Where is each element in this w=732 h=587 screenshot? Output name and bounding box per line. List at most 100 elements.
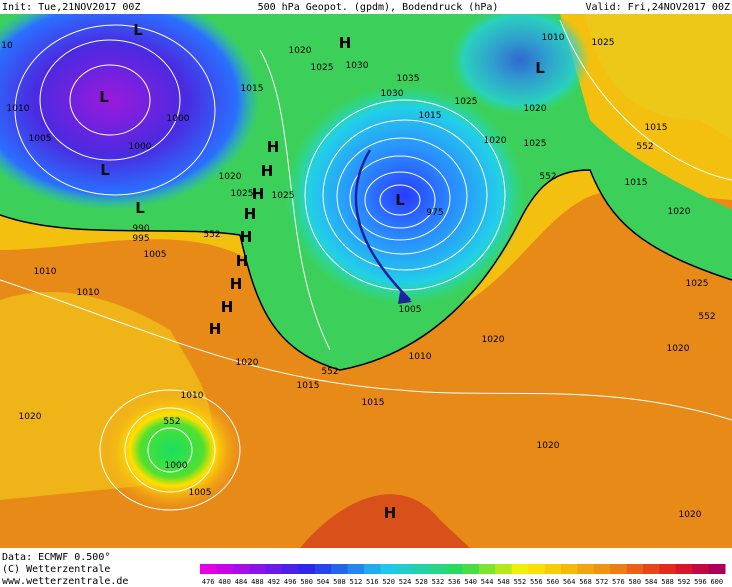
colorbar-label: 508 (333, 578, 346, 586)
pressure-center: L (535, 59, 545, 77)
colorbar-swatch (642, 564, 660, 574)
colorbar-swatch (331, 564, 349, 574)
isobar-label: 990 (132, 224, 149, 234)
isobar-label: 1020 (484, 136, 507, 146)
isobar-label: 1035 (397, 74, 420, 84)
colorbar-label: 588 (661, 578, 674, 586)
copyright: (C) Wetterzentrale (2, 564, 110, 575)
isobar-label: 1020 (667, 344, 690, 354)
isobar-label: 1005 (189, 488, 212, 498)
isobar-label: 1025 (524, 139, 547, 149)
isobar-label: 1020 (524, 104, 547, 114)
colorbar-swatch (560, 564, 578, 574)
colorbar-label: 492 (268, 578, 281, 586)
isobars (0, 19, 732, 511)
colorbar-label: 568 (579, 578, 592, 586)
colorbar-label: 488 (251, 578, 264, 586)
data-source: Data: ECMWF 0.500° (2, 552, 110, 563)
cyclone (285, 85, 525, 305)
colorbar-swatch (446, 564, 463, 574)
colorbar-swatch (314, 564, 332, 574)
isobar-label: 1010 (77, 288, 100, 298)
isobar-label: 1015 (419, 111, 442, 121)
isobar-label: 1025 (311, 63, 334, 73)
isobar-label: 1010 (181, 391, 204, 401)
isobar-label: 1000 (129, 142, 152, 152)
valid-text: Valid: Fri,24NOV2017 00Z (586, 2, 731, 13)
isobar-label: 1015 (297, 381, 320, 391)
pressure-center: H (221, 298, 234, 316)
colorbar-label: 536 (448, 578, 461, 586)
isobar-label: 1000 (165, 461, 188, 471)
isobar-label: 1020 (236, 358, 259, 368)
isobar-label: 1005 (144, 250, 167, 260)
colorbar-label: 600 (710, 578, 723, 586)
colorbar-swatch (610, 564, 628, 574)
isobar-label: 1020 (679, 510, 702, 520)
colorbar-label: 584 (645, 578, 658, 586)
colorbar-swatch (528, 564, 546, 574)
colorbar-label: 560 (546, 578, 559, 586)
colorbar-label: 512 (350, 578, 363, 586)
colorbar: 476 480 484 488 492 496 500 504 508 512 516 520 524 5… (200, 564, 726, 586)
colorbar-swatch (249, 564, 267, 574)
colorbar-label: 516 (366, 578, 379, 586)
isobar-label: 995 (132, 234, 149, 244)
colorbar-label: 596 (694, 578, 707, 586)
track-arrow (354, 149, 411, 301)
pressure-center: L (133, 21, 143, 39)
contour-552 (0, 169, 732, 371)
isobar-label: 1005 (29, 134, 52, 144)
colorbar-label: 544 (481, 578, 494, 586)
isobar-label: 552 (203, 230, 220, 240)
colorbar-label: 500 (300, 578, 313, 586)
colorbar-swatch (396, 564, 414, 574)
polar-vortex (0, 0, 260, 210)
pressure-center: H (244, 205, 257, 223)
colorbar-label: 496 (284, 578, 297, 586)
isobar-label: 10 (1, 41, 13, 51)
colorbar-label: 504 (317, 578, 330, 586)
isobar-label: 1020 (19, 412, 42, 422)
isobar-label: 1015 (625, 178, 648, 188)
colorbar-swatch (593, 564, 611, 574)
isobar-label: 1020 (219, 172, 242, 182)
pressure-center: L (395, 191, 405, 209)
isobar-label: 552 (163, 417, 180, 427)
pressure-center: L (99, 88, 109, 106)
colorbar-label: 476 (202, 578, 215, 586)
colorbar-swatch (692, 564, 710, 574)
colorbar-swatch (626, 564, 644, 574)
pressure-center: H (267, 138, 280, 156)
colorbar-swatch (347, 564, 365, 574)
colorbar-label: 576 (612, 578, 625, 586)
isobar-label: 1015 (241, 84, 264, 94)
colorbar-swatch (708, 564, 726, 574)
colorbar-swatch (495, 564, 513, 574)
isobar-label: 1000 (167, 114, 190, 124)
cut-off-low (102, 390, 242, 510)
isobar-label: 552 (539, 172, 556, 182)
blue-ne (450, 5, 590, 115)
pressure-center: L (135, 199, 145, 217)
colorbar-label: 548 (497, 578, 510, 586)
header-bar (0, 0, 732, 14)
colorbar-label: 532 (432, 578, 445, 586)
isobar-label: 1025 (455, 97, 478, 107)
colorbar-swatch (364, 564, 381, 574)
colorbar-swatch (429, 564, 447, 574)
isobar-label: 1015 (645, 123, 668, 133)
isobar-label: 1025 (686, 279, 709, 289)
arrow-head (398, 292, 412, 304)
colorbar-label: 564 (563, 578, 576, 586)
isobar-label: 1020 (537, 441, 560, 451)
red-south (300, 494, 470, 548)
pressure-center: H (209, 320, 222, 338)
colorbar-label: 480 (218, 578, 231, 586)
colorbar-swatch (659, 564, 677, 574)
isobar-label: 552 (321, 367, 338, 377)
